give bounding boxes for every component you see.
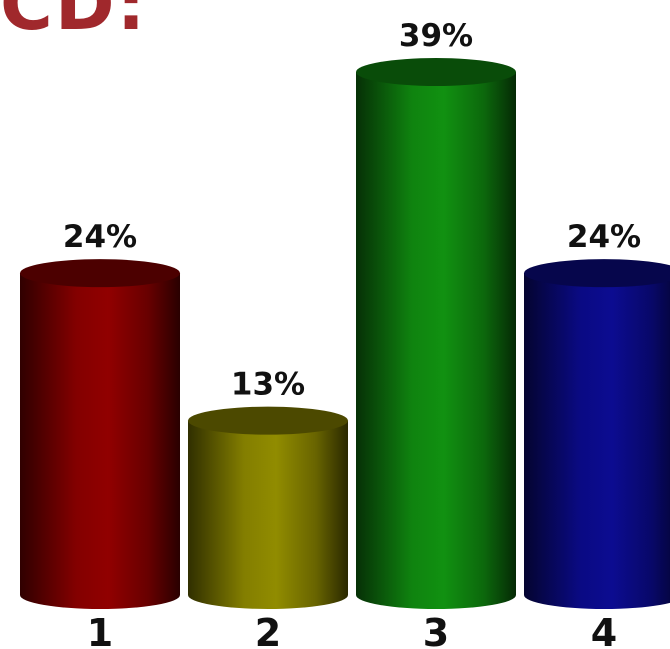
bar-top-4 [524,259,670,288]
data-label-4: 24% [567,219,641,255]
bar-4 [524,259,670,609]
title-fragment: CD: [0,0,148,46]
data-label-2: 13% [231,367,305,403]
bar-top-1 [20,259,180,288]
bar-2 [188,406,348,609]
x-tick-label-4: 4 [591,611,617,649]
bar-1 [20,259,180,609]
bar-body-4 [524,273,670,609]
data-label-1: 24% [63,219,137,255]
x-tick-label-2: 2 [255,611,281,649]
x-tick-label-3: 3 [423,611,449,649]
bar-top-2 [188,406,348,435]
bar-3 [356,58,516,609]
bar-body-2 [188,420,348,609]
data-label-3: 39% [399,18,473,54]
bar-body-3 [356,72,516,609]
bar-top-3 [356,58,516,86]
x-tick-label-1: 1 [87,611,113,649]
bar-body-1 [20,273,180,609]
